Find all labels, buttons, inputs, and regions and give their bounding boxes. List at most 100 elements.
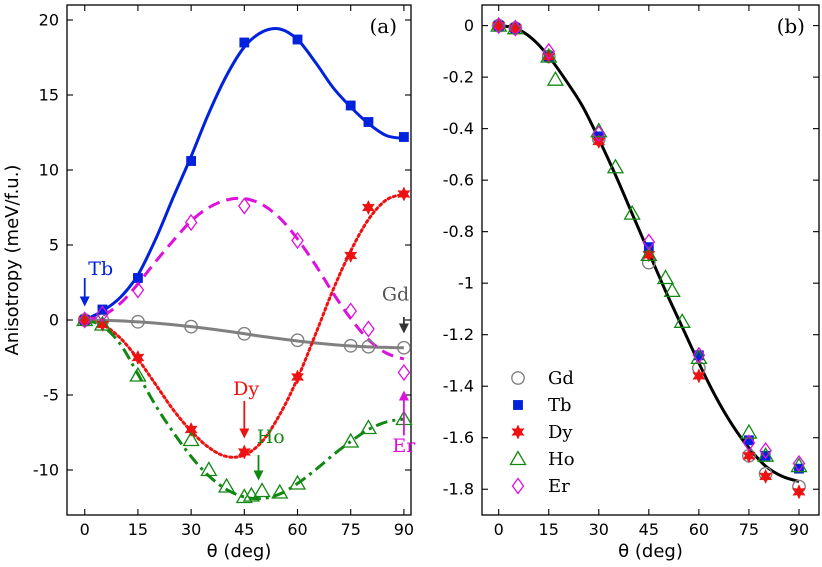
data-point-er [184,213,198,232]
data-point-er [759,442,772,460]
x-tick-label: 15 [128,520,148,539]
data-point-ho [129,366,147,382]
data-point-gd [290,333,305,348]
y-tick-label: 5 [49,236,59,255]
data-point-dy [792,484,806,500]
data-point-ho [590,122,608,138]
y-tick-label: -1.4 [443,377,474,396]
data-point-dy [344,247,358,264]
data-point-er [592,125,606,143]
y-tick-label: 0 [464,16,474,35]
data-point-ho [663,282,681,298]
data-point-ho [640,246,658,261]
legend-label-tb: Tb [548,395,572,416]
data-point-ho [182,431,200,447]
x-tick-label: 0 [80,520,90,539]
y-tick-label: 15 [39,86,59,105]
legend-label-gd: Gd [548,368,574,389]
y-tick-label: 10 [39,161,59,180]
data-point-dy [95,316,110,333]
data-point-tb [239,37,250,48]
x-tick-label: 90 [394,520,414,539]
data-point-er [238,197,251,215]
annotation-dy: Dy [233,378,259,400]
data-point-er [692,346,706,364]
x-tick-label: 45 [639,520,659,539]
data-point-er [78,311,92,329]
y-tick-label: -0.8 [443,222,474,241]
y-tick-label: -10 [33,461,59,480]
x-tick-label: 60 [287,520,307,539]
x-tick-label: 75 [739,520,759,539]
data-point-ho [288,474,307,490]
data-point-gd [237,326,252,341]
panel-label: (a) [369,14,397,38]
data-point-dy [237,444,251,460]
arrow-tb-head [79,296,90,307]
data-point-tb [363,117,374,127]
data-point-ho [235,488,253,504]
x-axis-label: θ (deg) [618,541,683,562]
data-point-er [492,17,505,35]
x-tick-label: 90 [789,520,809,539]
data-point-er [96,305,109,323]
y-axis-label: Anisotropy (meV/f.u.) [2,165,23,356]
panel-a: 0 15 30 45 60 75 90 -10 -5 0 5 10 15 20 θ (deg) Anisotr… [2,4,416,562]
fit-curve-tb [84,26,405,322]
x-tick-label: 30 [181,520,201,539]
data-point-ho [740,423,758,439]
data-point-er [509,19,522,37]
y-tick-label: 0 [49,311,59,330]
x-tick-label: 15 [539,520,559,539]
data-point-dy [184,421,198,438]
annotation-er: Er [392,435,416,457]
y-tick-label: -1 [458,274,474,293]
panel-label: (b) [777,14,805,38]
legend-label-dy: Dy [548,422,573,443]
arrow-dy-head [239,428,250,439]
data-point-er [291,231,304,250]
data-point-ho [540,47,558,63]
data-point-ho [490,16,508,32]
x-tick-label: 75 [341,520,361,539]
data-point-dy [290,369,305,385]
y-tick-label: -1.8 [443,480,474,499]
data-point-tb [97,304,108,315]
data-point-dy [742,448,756,464]
data-point-dy [759,468,773,484]
data-point-tb [133,273,143,283]
data-point-dy [692,368,706,384]
legend-marker-ho [509,450,527,466]
panel-b: 0 15 30 45 60 75 90 0 -0.2 -0.4 -0.6 -0.8 -1 -1.2 -1.4… [443,4,820,562]
x-tick-label: 60 [689,520,709,539]
data-point-dy [642,247,656,263]
x-tick-label: 0 [494,520,504,539]
data-point-tb [292,34,303,45]
y-tick-label: -5 [43,386,59,405]
y-tick-label: 20 [39,11,59,30]
data-point-gd [131,314,145,329]
x-axis-label: θ (deg) [207,541,272,562]
annotation-gd: Gd [382,284,409,306]
data-point-er [344,302,358,320]
annotation-tb: Tb [88,258,113,280]
data-point-er [742,434,756,452]
data-point-ho [253,482,271,498]
data-point-ho [656,269,675,285]
legend-marker-tb [513,400,523,410]
legend-label-er: Er [548,476,570,497]
data-point-gd [397,340,411,355]
y-tick-label: -1.6 [443,428,474,447]
data-point-ho [606,158,625,174]
y-tick-label: -0.6 [443,171,474,190]
data-point-gd [343,338,358,353]
data-point-dy [361,199,376,216]
data-point-ho [623,204,641,220]
data-point-tb [794,463,804,474]
data-point-er [642,233,656,251]
data-point-dy [542,48,556,65]
x-tick-label: 30 [589,520,609,539]
data-point-ho [342,432,360,448]
data-point-ho [76,311,94,327]
